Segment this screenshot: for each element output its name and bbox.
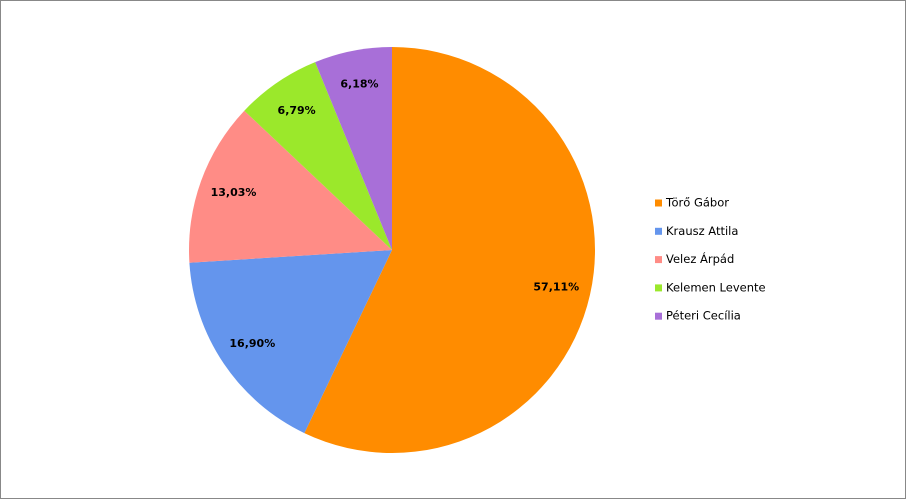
data-label: 6,79% xyxy=(278,104,316,117)
data-label: 13,03% xyxy=(211,186,257,199)
legend-label: Kelemen Levente xyxy=(666,280,766,294)
legend-swatch xyxy=(655,227,662,235)
legend-label: Péteri Cecília xyxy=(666,309,741,323)
legend-label: Velez Árpád xyxy=(666,251,734,266)
pie-slice xyxy=(244,62,392,250)
pie-slice xyxy=(304,47,595,454)
pie-slice xyxy=(315,47,392,250)
pie-slice xyxy=(189,250,392,434)
legend-swatch xyxy=(655,312,662,320)
data-label: 57,11% xyxy=(533,280,579,293)
legend-swatch xyxy=(655,284,662,292)
legend-swatch xyxy=(655,256,662,264)
data-label: 16,90% xyxy=(229,337,275,350)
legend-swatch xyxy=(655,199,662,207)
data-label: 6,18% xyxy=(340,78,378,91)
legend-label: Krausz Attila xyxy=(666,224,738,238)
legend-label: Törő Gábor xyxy=(665,196,729,210)
pie-slice xyxy=(189,110,392,263)
